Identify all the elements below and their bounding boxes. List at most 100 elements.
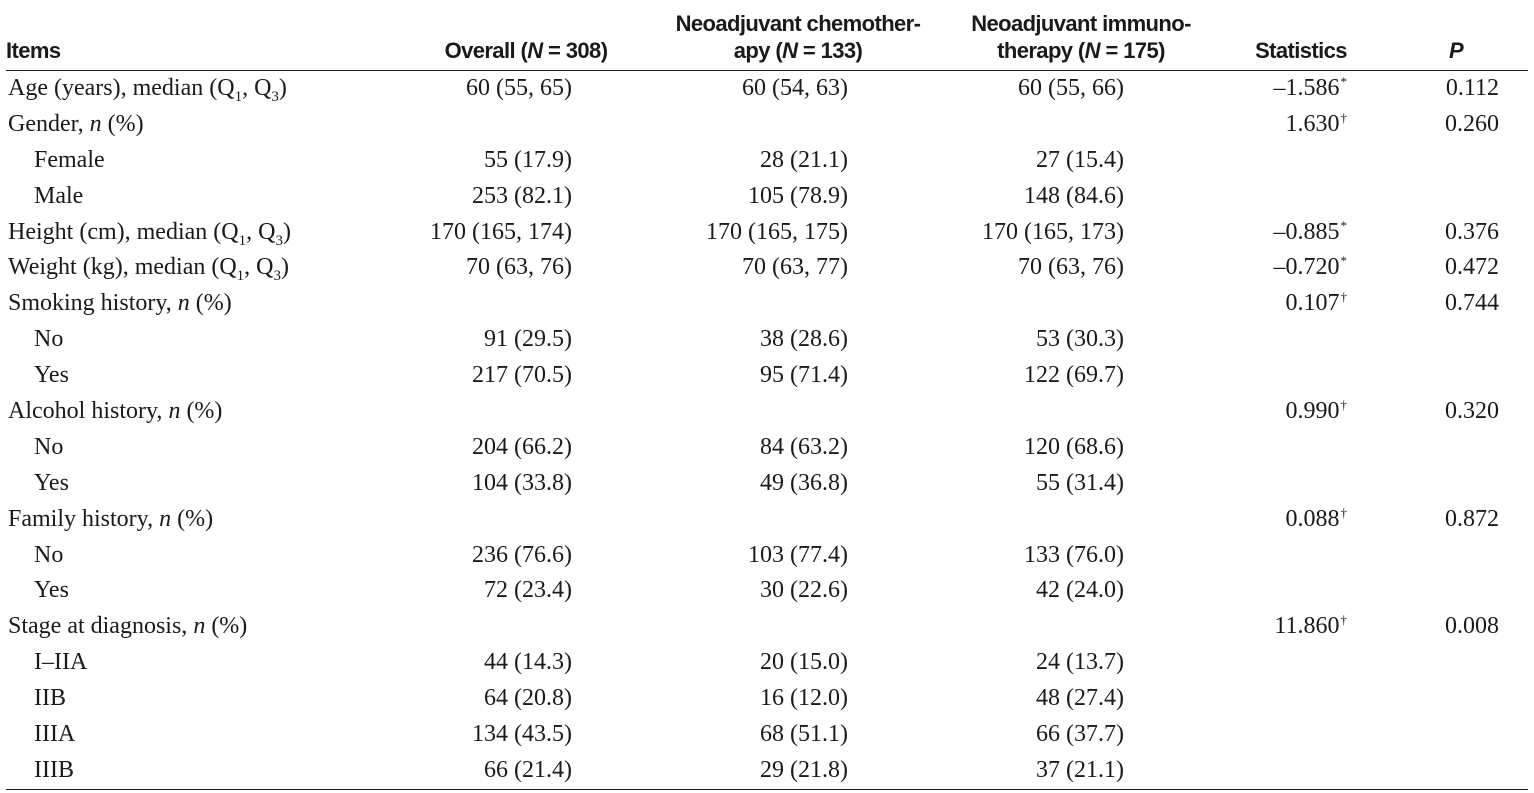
cell-immunotherapy: 55 (31.4) — [1036, 469, 1124, 496]
table-row: Yes 217 (70.5) 95 (71.4) 122 (69.7) — [6, 358, 1528, 394]
cell-statistics — [1231, 645, 1347, 681]
cell-overall: 66 (21.4) — [484, 756, 572, 783]
cell-chemotherapy: 20 (15.0) — [760, 649, 848, 676]
header-immunotherapy-line1: Neoadjuvant immuno- — [971, 11, 1191, 36]
header-immunotherapy: Neoadjuvant immuno- therapy (N = 175) — [946, 10, 1216, 64]
cell-statistics — [1231, 753, 1347, 789]
statistic-footnote-mark: * — [1340, 74, 1348, 89]
cell-statistics — [1231, 538, 1347, 574]
cell-immunotherapy: 37 (21.1) — [1036, 756, 1124, 783]
table-header: Items Overall (N = 308) Neoadjuvant chem… — [6, 0, 1528, 71]
header-items: Items — [6, 38, 61, 63]
row-item-label: Age (years), median (Q1, Q3) — [8, 75, 287, 105]
row-item-label: Family history, n (%) — [8, 505, 214, 532]
table-body: Age (years), median (Q1, Q3) 60 (55, 65) 6… — [6, 71, 1528, 789]
cell-overall: 217 (70.5) — [472, 362, 572, 389]
row-item-label: Smoking history, n (%) — [8, 290, 232, 317]
row-item-label: Stage at diagnosis, n (%) — [8, 613, 248, 640]
cell-p-value: 0.260 — [1445, 110, 1499, 137]
header-statistics: Statistics — [1255, 38, 1347, 63]
cell-statistics: 1.630† — [1285, 109, 1348, 137]
cell-chemotherapy: 68 (51.1) — [760, 721, 848, 748]
cell-chemotherapy: 30 (22.6) — [760, 577, 848, 604]
row-item-label: Alcohol history, n (%) — [8, 398, 223, 425]
cell-overall: 134 (43.5) — [472, 721, 572, 748]
cell-statistics — [1231, 430, 1347, 466]
cell-statistics — [1231, 681, 1347, 717]
cell-chemotherapy: 28 (21.1) — [760, 146, 848, 173]
cell-statistics — [1231, 143, 1347, 179]
table-row: Family history, n (%) 0.088† 0.872 — [6, 502, 1528, 538]
row-item-label: Male — [34, 182, 84, 209]
statistic-footnote-mark: † — [1340, 504, 1348, 520]
table-row: Male 253 (82.1) 105 (78.9) 148 (84.6) — [6, 179, 1528, 215]
cell-overall: 253 (82.1) — [472, 182, 572, 209]
cell-chemotherapy: 103 (77.4) — [748, 541, 848, 568]
table-row: Alcohol history, n (%) 0.990† 0.320 — [6, 394, 1528, 430]
table-row: IIIB 66 (21.4) 29 (21.8) 37 (21.1) — [6, 753, 1528, 789]
table-row: IIB 64 (20.8) 16 (12.0) 48 (27.4) — [6, 681, 1528, 717]
cell-chemotherapy: 29 (21.8) — [760, 756, 848, 783]
row-item-label: IIB — [34, 685, 66, 712]
row-item-label: No — [34, 433, 64, 460]
statistic-footnote-mark: † — [1340, 397, 1348, 413]
row-item-label: No — [34, 541, 64, 568]
row-item-label: Yes — [34, 362, 69, 389]
header-overall-line2: Overall (N = 308) — [444, 38, 608, 63]
cell-chemotherapy: 95 (71.4) — [760, 362, 848, 389]
cell-overall: 170 (165, 174) — [430, 218, 572, 245]
cell-statistics: 0.107† — [1285, 289, 1348, 317]
cell-immunotherapy: 148 (84.6) — [1024, 182, 1124, 209]
row-item-label: Weight (kg), median (Q1, Q3) — [8, 254, 290, 285]
header-chemotherapy-line2: apy (N = 133) — [733, 38, 863, 63]
cell-overall: 204 (66.2) — [472, 433, 572, 460]
table-row: No 91 (29.5) 38 (28.6) 53 (30.3) — [6, 322, 1528, 358]
cell-statistics: –0.720* — [1273, 253, 1348, 281]
table-row: Stage at diagnosis, n (%) 11.860† 0.008 — [6, 609, 1528, 645]
cell-p-value: 0.008 — [1445, 613, 1499, 640]
cell-p-value: 0.472 — [1445, 254, 1499, 281]
row-item-label: Yes — [34, 577, 69, 604]
row-item-label: I–IIA — [34, 649, 88, 676]
cell-statistics — [1231, 179, 1347, 215]
table-row: IIIA 134 (43.5) 68 (51.1) 66 (37.7) — [6, 717, 1528, 753]
header-p-value: P — [1448, 38, 1464, 63]
statistic-footnote-mark: * — [1340, 217, 1348, 233]
cell-overall: 44 (14.3) — [484, 649, 572, 676]
cell-overall: 70 (63, 76) — [466, 254, 572, 281]
cell-overall: 64 (20.8) — [484, 685, 572, 712]
row-item-label: IIIB — [34, 756, 74, 783]
cell-immunotherapy: 60 (55, 66) — [1018, 75, 1124, 101]
table-row: No 236 (76.6) 103 (77.4) 133 (76.0) — [6, 538, 1528, 574]
cell-immunotherapy: 122 (69.7) — [1024, 362, 1124, 389]
row-item-label: IIIA — [34, 721, 76, 748]
cell-statistics: 0.088† — [1285, 504, 1348, 532]
table-row: Yes 72 (23.4) 30 (22.6) 42 (24.0) — [6, 573, 1528, 609]
header-chemotherapy-line1: Neoadjuvant chemother- — [675, 11, 921, 36]
table-row: Height (cm), median (Q1, Q3) 170 (165, 17… — [6, 215, 1528, 251]
cell-immunotherapy: 42 (24.0) — [1036, 577, 1124, 604]
header-immunotherapy-line2: therapy (N = 175) — [997, 38, 1165, 63]
cell-p-value: 0.320 — [1445, 398, 1499, 425]
cell-chemotherapy: 105 (78.9) — [748, 182, 848, 209]
cell-immunotherapy: 27 (15.4) — [1036, 146, 1124, 173]
cell-overall: 55 (17.9) — [484, 146, 572, 173]
cell-immunotherapy: 70 (63, 76) — [1018, 254, 1124, 281]
table-row: Female 55 (17.9) 28 (21.1) 27 (15.4) — [6, 143, 1528, 179]
cell-p-value: 0.376 — [1445, 218, 1499, 245]
cell-immunotherapy: 53 (30.3) — [1036, 326, 1124, 353]
cell-immunotherapy: 120 (68.6) — [1024, 433, 1124, 460]
cell-chemotherapy: 70 (63, 77) — [742, 254, 848, 281]
cell-statistics — [1231, 466, 1347, 502]
cell-chemotherapy: 16 (12.0) — [760, 685, 848, 712]
cell-overall: 72 (23.4) — [484, 577, 572, 604]
cell-overall: 91 (29.5) — [484, 326, 572, 353]
statistic-footnote-mark: † — [1340, 109, 1348, 125]
table-row: Weight (kg), median (Q1, Q3) 70 (63, 76) 7… — [6, 250, 1528, 286]
cell-statistics: –1.586* — [1273, 74, 1348, 101]
cell-immunotherapy: 170 (165, 173) — [982, 218, 1124, 245]
table-row: Gender, n (%) 1.630† 0.260 — [6, 107, 1528, 143]
statistic-footnote-mark: † — [1340, 612, 1348, 628]
table-row: Smoking history, n (%) 0.107† 0.744 — [6, 286, 1528, 322]
cell-chemotherapy: 60 (54, 63) — [742, 75, 848, 101]
